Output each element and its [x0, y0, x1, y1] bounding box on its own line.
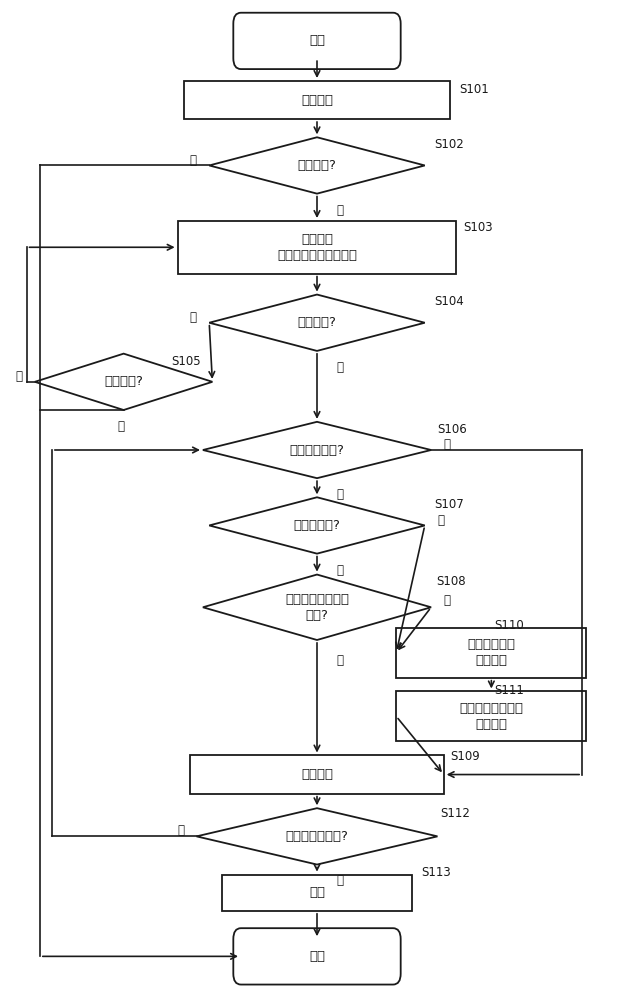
Text: 开始: 开始	[309, 34, 325, 47]
Bar	[222, 875, 412, 911]
Text: 是: 是	[336, 564, 343, 576]
Text: 有下一张残留纸?: 有下一张残留纸?	[285, 830, 349, 843]
Polygon shape	[209, 295, 425, 351]
Bar	[184, 81, 450, 119]
Text: 是: 是	[336, 654, 343, 666]
Polygon shape	[197, 808, 437, 865]
Text: S102: S102	[434, 138, 464, 151]
Bar	[396, 691, 586, 741]
Text: 初始设定: 初始设定	[301, 94, 333, 106]
Text: 否: 否	[336, 874, 343, 887]
Polygon shape	[209, 497, 425, 554]
Text: 否: 否	[444, 438, 451, 451]
Text: S113: S113	[422, 866, 451, 879]
Text: 清除托盘自动
选择处理: 清除托盘自动 选择处理	[467, 638, 515, 667]
Text: 是: 是	[177, 824, 184, 837]
Text: S105: S105	[171, 355, 201, 368]
Polygon shape	[203, 422, 431, 478]
Text: 将排出托盘设定为
清除托盘: 将排出托盘设定为 清除托盘	[460, 702, 523, 731]
Text: 是: 是	[336, 204, 343, 217]
Bar	[396, 628, 586, 678]
Text: 图像形成
（成像、转印、定影）: 图像形成 （成像、转印、定影）	[277, 233, 357, 262]
Text: 能够向该清除托盘
排出?: 能够向该清除托盘 排出?	[285, 593, 349, 622]
Polygon shape	[203, 575, 431, 640]
Text: S110: S110	[495, 619, 524, 632]
Text: 有清除托盘?: 有清除托盘?	[294, 519, 340, 532]
Text: 是: 是	[336, 361, 343, 374]
Text: S103: S103	[463, 221, 493, 234]
Text: 否: 否	[190, 153, 197, 166]
FancyBboxPatch shape	[233, 13, 401, 69]
FancyBboxPatch shape	[233, 928, 401, 985]
Text: 否: 否	[15, 370, 23, 383]
Bar	[178, 221, 456, 274]
Polygon shape	[35, 354, 212, 410]
Text: 否: 否	[444, 593, 451, 606]
Text: S109: S109	[450, 750, 480, 763]
Text: S108: S108	[436, 575, 466, 588]
Text: 是: 是	[117, 420, 124, 433]
Text: 清除处理: 清除处理	[301, 768, 333, 781]
Text: S107: S107	[434, 498, 464, 511]
Text: 可排出残留纸?: 可排出残留纸?	[290, 444, 344, 456]
Text: S104: S104	[434, 295, 464, 308]
Text: S106: S106	[437, 423, 467, 436]
Polygon shape	[209, 137, 425, 194]
Bar	[190, 755, 444, 794]
Text: S112: S112	[441, 807, 470, 820]
Text: 是: 是	[336, 488, 343, 501]
Text: 开始作业?: 开始作业?	[297, 159, 337, 172]
Text: S101: S101	[460, 83, 489, 96]
Text: 否: 否	[437, 514, 444, 526]
Text: 完成作业?: 完成作业?	[104, 375, 143, 388]
Text: S111: S111	[495, 684, 524, 697]
Text: 停止: 停止	[309, 886, 325, 899]
Text: 否: 否	[190, 311, 197, 324]
Text: 结束: 结束	[309, 950, 325, 963]
Text: 发生阻塞?: 发生阻塞?	[297, 316, 337, 329]
